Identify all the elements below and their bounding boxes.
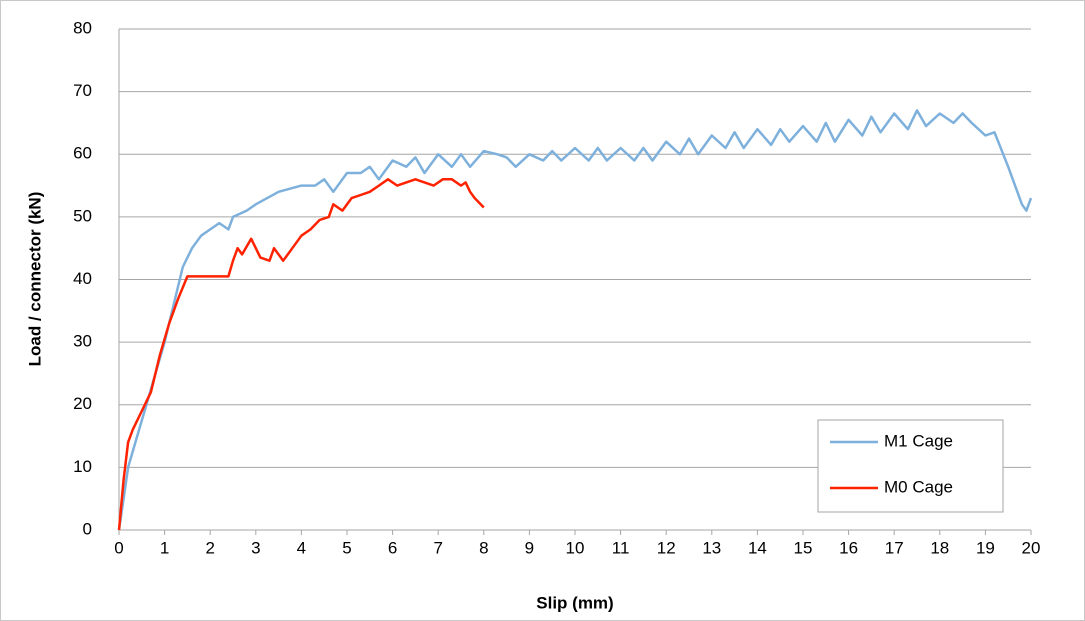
x-axis-title: Slip (mm): [536, 593, 613, 612]
x-tick-label: 9: [525, 538, 534, 557]
x-tick-label: 5: [342, 538, 351, 557]
legend-label: M0 Cage: [884, 477, 953, 496]
x-tick-label: 7: [433, 538, 442, 557]
x-tick-label: 2: [205, 538, 214, 557]
y-axis-title: Load / connector (kN): [25, 192, 44, 367]
series-line: [117, 178, 485, 531]
x-tick-label: 6: [388, 538, 397, 557]
x-tick-label: 20: [1022, 538, 1041, 557]
y-tick-label: 40: [73, 269, 92, 288]
x-tick-label: 3: [251, 538, 260, 557]
x-tick-label: 19: [976, 538, 995, 557]
x-tick-label: 13: [702, 538, 721, 557]
x-tick-label: 1: [160, 538, 169, 557]
x-tick-label: 11: [612, 538, 630, 557]
x-tick-label: 0: [114, 538, 123, 557]
legend-label: M1 Cage: [884, 431, 953, 450]
y-tick-label: 20: [73, 394, 92, 413]
y-tick-label: 70: [73, 81, 92, 100]
y-tick-label: 80: [73, 18, 92, 37]
x-tick-label: 4: [297, 538, 306, 557]
x-tick-label: 10: [566, 538, 585, 557]
y-tick-label: 50: [73, 206, 92, 225]
y-tick-label: 30: [73, 332, 92, 351]
x-tick-label: 12: [657, 538, 676, 557]
x-tick-label: 14: [748, 538, 767, 557]
y-tick-label: 0: [83, 519, 92, 538]
x-tick-label: 17: [885, 538, 904, 557]
legend-box: [817, 419, 1004, 513]
x-tick-label: 8: [479, 538, 488, 557]
y-tick-label: 10: [73, 457, 92, 476]
x-tick-label: 18: [930, 538, 949, 557]
x-tick-label: 16: [839, 538, 858, 557]
y-tick-label: 60: [73, 144, 92, 163]
x-tick-label: 15: [794, 538, 813, 557]
series-line: [117, 109, 1033, 531]
